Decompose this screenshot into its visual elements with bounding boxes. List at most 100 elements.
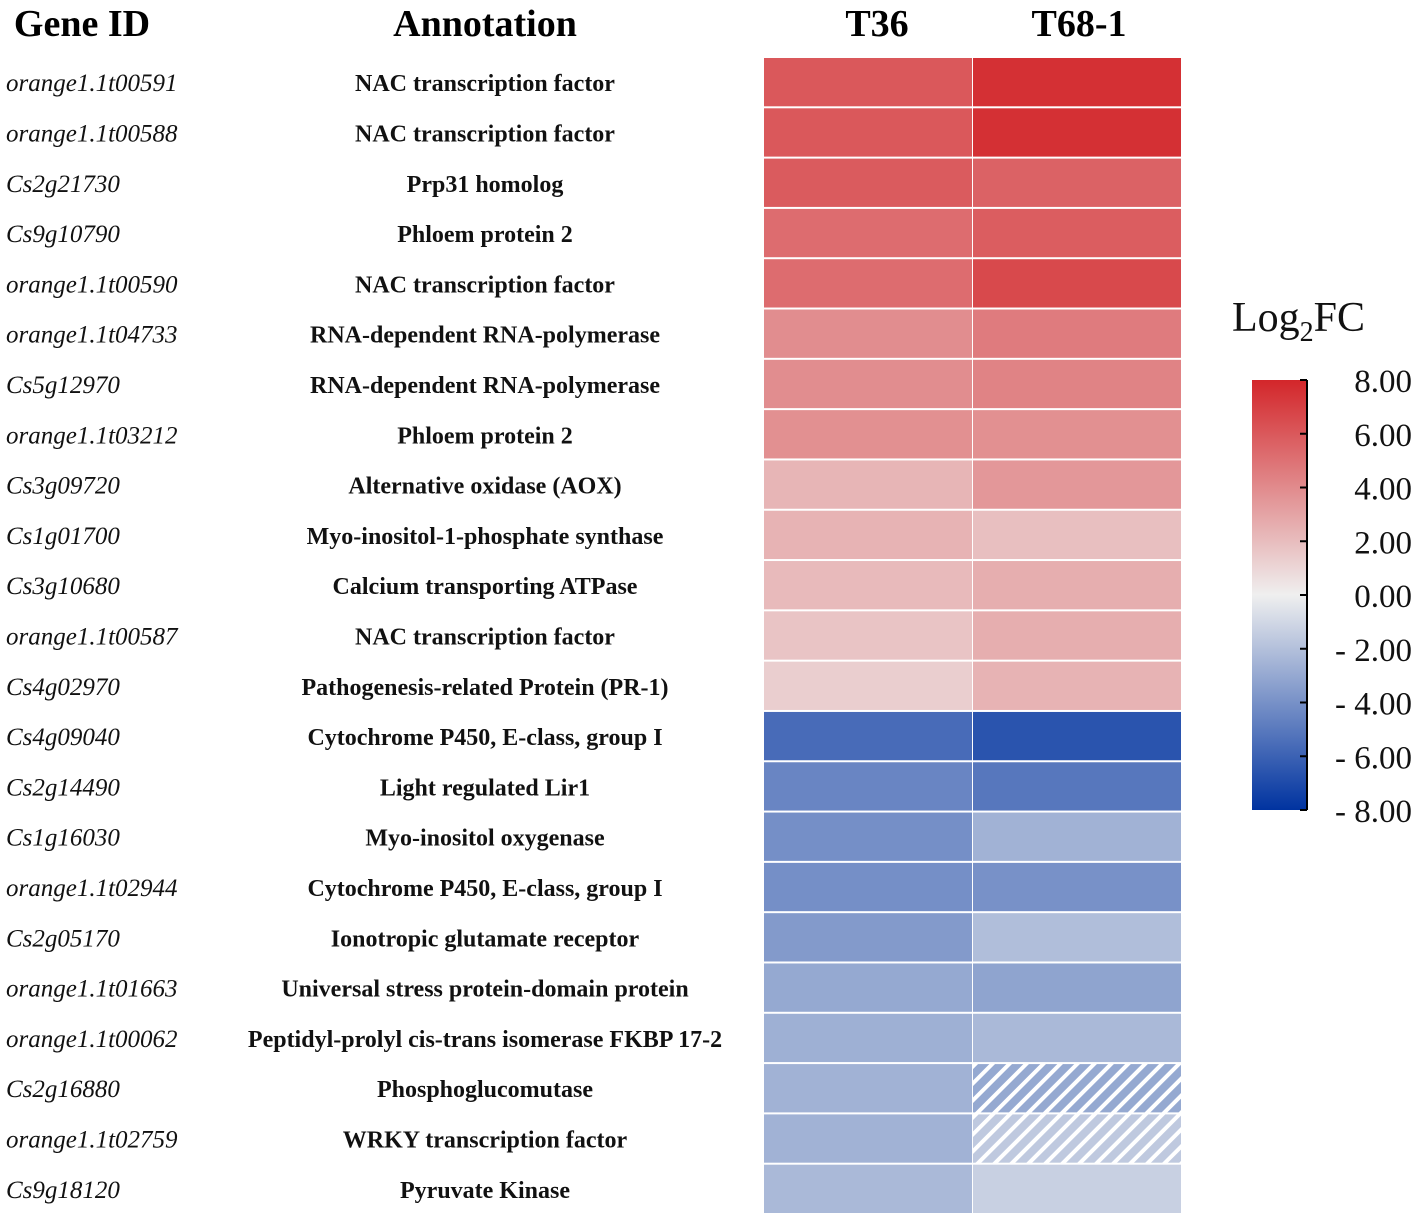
heatmap-cell-t68-1 [973, 561, 1181, 610]
heatmap-cell-t68-1 [973, 762, 1181, 811]
gene-id: orange1.1t00587 [6, 624, 179, 651]
table-row: Cs9g10790 Phloem protein 2 [6, 208, 1181, 258]
heatmap-cell-t68-1-hatched [973, 1114, 1181, 1163]
heatmap-cell-t36 [764, 259, 972, 308]
heatmap-cell-t36 [764, 510, 972, 560]
table-row: Cs2g21730 Prp31 homolog [6, 158, 1181, 207]
gene-id: Cs1g01700 [6, 523, 120, 550]
table-row: Cs3g10680 Calcium transporting ATPase [6, 561, 1181, 610]
column-label-t68-1: T68-1 [1032, 3, 1127, 45]
annotation: Myo-inositol oxygenase [365, 826, 605, 852]
gene-id: orange1.1t00588 [6, 120, 178, 147]
gene-id: Cs3g10680 [6, 573, 120, 600]
table-row: orange1.1t00587 NAC transcription factor [6, 611, 1181, 660]
heatmap-cell-t68-1 [973, 158, 1181, 207]
gene-id: orange1.1t03212 [6, 422, 178, 449]
annotation: Pathogenesis-related Protein (PR-1) [301, 675, 668, 701]
heatmap-cell-t36 [764, 762, 972, 811]
annotation: Pyruvate Kinase [400, 1178, 570, 1204]
table-row: Cs2g16880 Phosphoglucomutase [6, 1064, 1181, 1113]
colorbar-tick-label: - 6.00 [1335, 740, 1412, 776]
table-row: orange1.1t00591 NAC transcription factor [6, 58, 1181, 107]
annotation: Peptidyl-prolyl cis-trans isomerase FKBP… [248, 1027, 722, 1053]
annotation: Ionotropic glutamate receptor [331, 926, 640, 952]
gene-id: orange1.1t00062 [6, 1026, 178, 1053]
column-label-t36: T36 [845, 3, 908, 45]
heatmap-cell-t36 [764, 611, 972, 660]
heatmap-cell-t68-1 [973, 208, 1181, 258]
colorbar-tick-label: 6.00 [1354, 418, 1412, 454]
table-row: orange1.1t00590 NAC transcription factor [6, 259, 1181, 308]
heatmap-cell-t68-1 [973, 862, 1181, 912]
gene-id: orange1.1t02944 [6, 875, 178, 902]
gene-id: orange1.1t01663 [6, 976, 178, 1003]
table-row: Cs1g01700 Myo-inositol-1-phosphate syntha… [6, 510, 1181, 560]
color-legend: Log2FC 8.00 6.00 4.00 2.00 0.00 - 2.00 - 4.00 -… [1232, 295, 1412, 830]
table-row: Cs4g09040 Cytochrome P450, E-class, group… [6, 711, 1181, 761]
annotation: Myo-inositol-1-phosphate synthase [307, 524, 664, 550]
heatmap-cell-t68-1 [973, 913, 1181, 962]
annotation: NAC transcription factor [355, 121, 615, 147]
colorbar-tick-label: 4.00 [1354, 472, 1412, 508]
colorbar-tick-label: 2.00 [1354, 525, 1412, 561]
heatmap-cell-t36 [764, 309, 972, 358]
header-gene-id: Gene ID [14, 3, 150, 45]
heatmap-cell-t68-1-hatched [973, 1064, 1181, 1113]
colorbar-tick-label: 8.00 [1354, 364, 1412, 400]
heatmap-cell-t36 [764, 1013, 972, 1063]
heatmap-cell-t68-1 [973, 58, 1181, 107]
heatmap-cell-t68-1 [973, 1164, 1181, 1213]
annotation: Alternative oxidase (AOX) [348, 474, 621, 500]
heatmap-cell-t68-1 [973, 108, 1181, 157]
gene-id: Cs3g09720 [6, 473, 120, 500]
heatmap-cell-t68-1 [973, 510, 1181, 560]
colorbar-tick-label: - 8.00 [1335, 794, 1412, 830]
colorbar-tick-label: 0.00 [1354, 579, 1412, 615]
annotation: Phloem protein 2 [397, 222, 573, 248]
colorbar-tick-label: - 4.00 [1335, 687, 1412, 723]
table-row: Cs4g02970 Pathogenesis-related Protein (P… [6, 661, 1181, 710]
heatmap-cell-t36 [764, 208, 972, 258]
heatmap-cell-t68-1 [973, 711, 1181, 761]
heatmap-cell-t68-1 [973, 259, 1181, 308]
annotation: Prp31 homolog [407, 172, 564, 198]
heatmap-cell-t36 [764, 108, 972, 157]
table-row: orange1.1t02759 WRKY transcription factor [6, 1114, 1181, 1163]
table-row: orange1.1t00588 NAC transcription factor [6, 108, 1181, 157]
table-row: orange1.1t02944 Cytochrome P450, E-class,… [6, 862, 1181, 912]
gene-id: Cs1g16030 [6, 825, 120, 852]
table-row: Cs5g12970 RNA-dependent RNA-polymerase [6, 359, 1181, 409]
heatmap-cell-t68-1 [973, 812, 1181, 861]
annotation: Phosphoglucomutase [377, 1077, 593, 1103]
annotation: Calcium transporting ATPase [333, 574, 638, 600]
annotation: Phloem protein 2 [397, 423, 573, 449]
annotation: NAC transcription factor [355, 272, 615, 298]
colorbar-tick-label: - 2.00 [1335, 633, 1412, 669]
gene-id: Cs4g02970 [6, 674, 120, 701]
heatmap-cell-t68-1 [973, 1013, 1181, 1063]
annotation: RNA-dependent RNA-polymerase [310, 373, 660, 399]
annotation: Cytochrome P450, E-class, group I [307, 725, 662, 751]
heatmap-cell-t36 [764, 711, 972, 761]
legend-title: Log2FC [1232, 295, 1365, 348]
table-row: orange1.1t04733 RNA-dependent RNA-polymer… [6, 309, 1181, 358]
heatmap-cell-t36 [764, 661, 972, 710]
table-row: orange1.1t03212 Phloem protein 2 [6, 410, 1181, 459]
gene-id: orange1.1t04733 [6, 322, 178, 349]
table-row: Cs3g09720 Alternative oxidase (AOX) [6, 460, 1181, 509]
gene-id: Cs9g10790 [6, 221, 120, 248]
annotation: WRKY transcription factor [343, 1128, 628, 1154]
heatmap-cell-t36 [764, 561, 972, 610]
table-row: Cs2g14490 Light regulated Lir1 [6, 762, 1181, 811]
heatmap-cell-t36 [764, 1114, 972, 1163]
table-row: orange1.1t01663 Universal stress protein-… [6, 963, 1181, 1012]
gene-id: Cs5g12970 [6, 372, 120, 399]
gene-id: Cs2g21730 [6, 171, 120, 198]
heatmap-cell-t36 [764, 460, 972, 509]
heatmap-cell-t68-1 [973, 410, 1181, 459]
heatmap-cell-t36 [764, 913, 972, 962]
table-row: Cs2g05170 Ionotropic glutamate receptor [6, 913, 1181, 962]
annotation: NAC transcription factor [355, 625, 615, 651]
gene-id: Cs4g09040 [6, 724, 120, 751]
